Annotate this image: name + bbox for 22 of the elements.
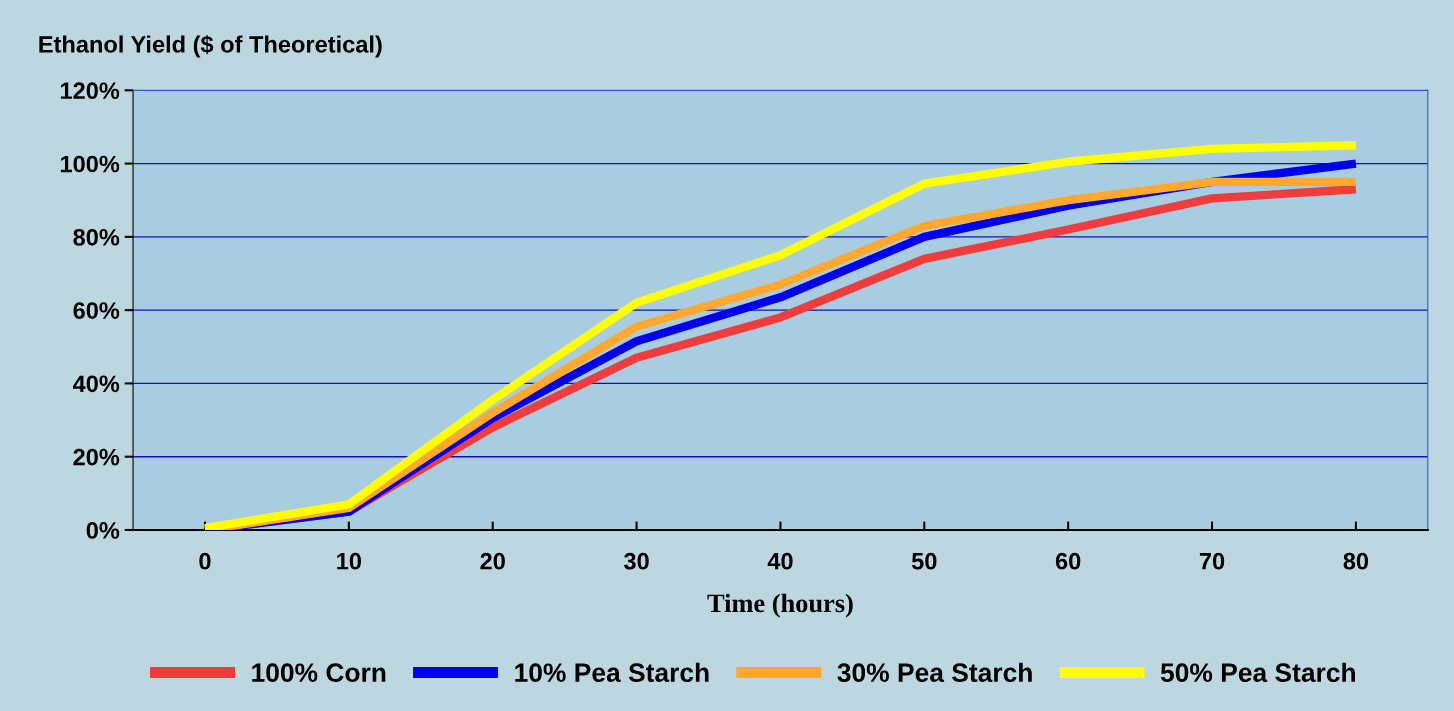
x-tick-label: 70: [1199, 552, 1225, 570]
chart-title: Ethanol Yield ($ of Theoretical): [39, 35, 382, 58]
y-tick-label: 60%: [73, 302, 120, 319]
legend-label: 10% Pea Starch: [515, 662, 709, 683]
x-tick-label: 0: [199, 552, 211, 570]
x-tick-label: 40: [767, 552, 793, 570]
x-tick-label: 20: [480, 552, 505, 570]
x-tick-label: 30: [623, 552, 649, 570]
legend-label: 100% Corn: [252, 663, 386, 683]
y-tick-label: 0%: [86, 522, 120, 539]
y-tick-label: 100%: [60, 155, 120, 173]
legend-label: 30% Pea Starch: [837, 662, 1032, 683]
y-tick-label: 40%: [72, 375, 120, 393]
x-axis-title: Time (hours): [707, 593, 853, 618]
x-tick-label: 80: [1343, 552, 1369, 570]
legend-label: 50% Pea Starch: [1160, 662, 1355, 683]
y-tick-label: 80%: [73, 228, 120, 246]
x-tick-label: 50: [911, 552, 937, 570]
y-tick-label: 20%: [73, 448, 120, 466]
x-tick-label: 10: [337, 552, 361, 570]
x-tick-label: 60: [1055, 552, 1081, 570]
y-tick-label: 120%: [60, 82, 120, 100]
